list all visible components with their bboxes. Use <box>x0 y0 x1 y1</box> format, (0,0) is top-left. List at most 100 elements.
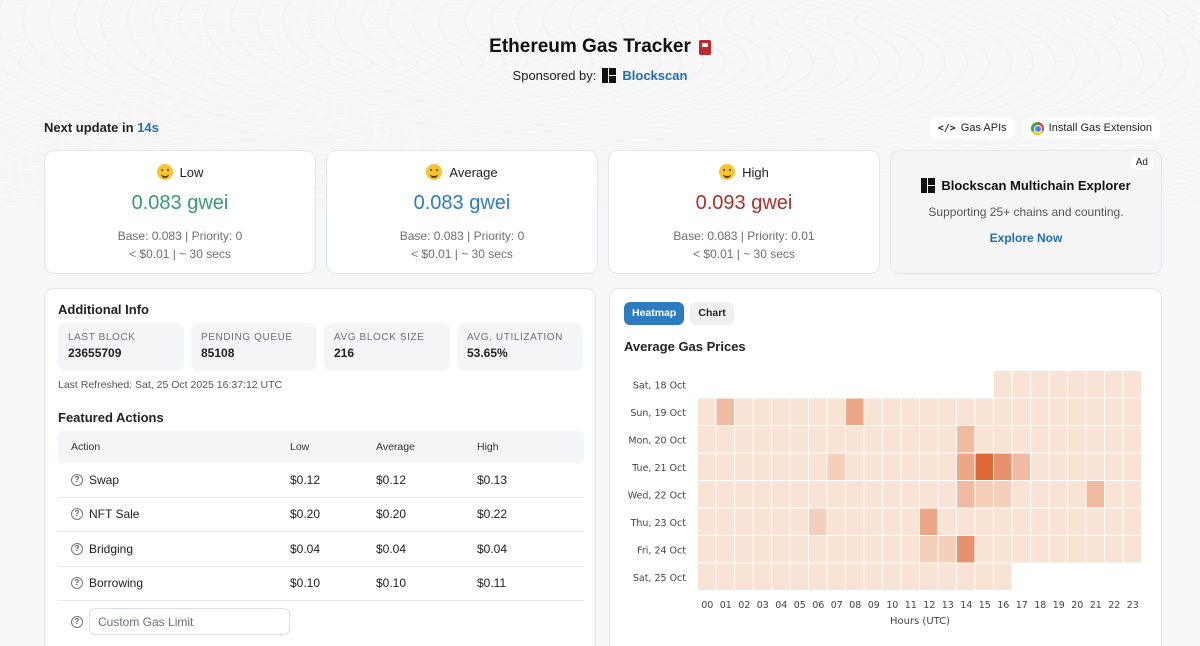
heatmap-cell[interactable] <box>827 563 846 591</box>
heatmap-cell[interactable] <box>1123 481 1142 508</box>
heatmap-cell[interactable] <box>1031 398 1049 426</box>
heatmap-cell[interactable] <box>1031 371 1049 398</box>
heatmap-cell[interactable] <box>920 508 938 536</box>
heatmap-cell[interactable] <box>938 481 957 508</box>
heatmap-cell[interactable] <box>735 508 753 536</box>
heatmap-cell[interactable] <box>1049 426 1068 453</box>
heatmap-cell[interactable] <box>827 536 846 563</box>
heatmap-cell[interactable] <box>938 508 957 536</box>
heatmap-cell[interactable] <box>883 563 901 591</box>
heatmap-cell[interactable] <box>772 508 790 536</box>
heatmap-cell[interactable] <box>864 508 883 536</box>
heatmap-cell[interactable] <box>1123 398 1142 426</box>
heatmap-cell[interactable] <box>772 481 790 508</box>
custom-gas-limit-input[interactable] <box>89 608 290 635</box>
heatmap-cell[interactable] <box>1068 508 1086 536</box>
heatmap-cell[interactable] <box>1086 453 1105 481</box>
heatmap-cell[interactable] <box>1105 426 1123 453</box>
heatmap-cell[interactable] <box>716 426 735 453</box>
heatmap-cell[interactable] <box>1012 481 1031 508</box>
heatmap-cell[interactable] <box>883 426 901 453</box>
heatmap-cell[interactable] <box>1012 508 1031 536</box>
heatmap-cell[interactable] <box>698 426 716 453</box>
heatmap-cell[interactable] <box>772 453 790 481</box>
heatmap-cell[interactable] <box>938 563 957 591</box>
heatmap-cell[interactable] <box>1086 536 1105 563</box>
heatmap-cell[interactable] <box>994 398 1012 426</box>
heatmap-cell[interactable] <box>1105 536 1123 563</box>
heatmap-cell[interactable] <box>716 481 735 508</box>
heatmap-cell[interactable] <box>994 563 1012 591</box>
heatmap-cell[interactable] <box>957 563 975 591</box>
heatmap-cell[interactable] <box>827 398 846 426</box>
help-circle-icon[interactable]: ? <box>71 508 83 521</box>
heatmap-cell[interactable] <box>920 563 938 591</box>
tab-chart[interactable]: Chart <box>690 302 734 325</box>
heatmap-cell[interactable] <box>1086 508 1105 536</box>
heatmap-cell[interactable] <box>827 481 846 508</box>
heatmap-cell[interactable] <box>864 563 883 591</box>
heatmap-cell[interactable] <box>716 536 735 563</box>
heatmap-cell[interactable] <box>901 426 920 453</box>
heatmap-cell[interactable] <box>1012 371 1031 398</box>
install-extension-link[interactable]: Install Gas Extension <box>1022 117 1160 139</box>
heatmap-cell[interactable] <box>790 453 809 481</box>
heatmap-cell[interactable] <box>901 508 920 536</box>
heatmap-cell[interactable] <box>1068 453 1086 481</box>
heatmap-cell[interactable] <box>938 536 957 563</box>
heatmap-cell[interactable] <box>1105 398 1123 426</box>
heatmap-cell[interactable] <box>957 398 975 426</box>
heatmap-cell[interactable] <box>957 536 975 563</box>
heatmap-cell[interactable] <box>920 453 938 481</box>
heatmap-cell[interactable] <box>1123 426 1142 453</box>
heatmap-cell[interactable] <box>735 563 753 591</box>
heatmap-cell[interactable] <box>809 453 827 481</box>
heatmap-cell[interactable] <box>1123 536 1142 563</box>
heatmap-cell[interactable] <box>883 453 901 481</box>
heatmap-cell[interactable] <box>1086 426 1105 453</box>
heatmap-cell[interactable] <box>698 398 716 426</box>
heatmap-cell[interactable] <box>883 481 901 508</box>
heatmap-cell[interactable] <box>716 453 735 481</box>
heatmap-cell[interactable] <box>975 453 994 481</box>
heatmap-cell[interactable] <box>1012 453 1031 481</box>
heatmap-cell[interactable] <box>1068 426 1086 453</box>
heatmap-cell[interactable] <box>1123 371 1142 398</box>
heatmap-cell[interactable] <box>1123 453 1142 481</box>
heatmap-cell[interactable] <box>716 398 735 426</box>
heatmap-cell[interactable] <box>994 371 1012 398</box>
heatmap-cell[interactable] <box>957 481 975 508</box>
heatmap-cell[interactable] <box>846 508 864 536</box>
heatmap-cell[interactable] <box>753 453 772 481</box>
explore-now-link[interactable]: Explore Now <box>989 231 1063 245</box>
heatmap-cell[interactable] <box>1049 371 1068 398</box>
heatmap-cell[interactable] <box>846 481 864 508</box>
heatmap-cell[interactable] <box>809 398 827 426</box>
heatmap-cell[interactable] <box>698 453 716 481</box>
heatmap-cell[interactable] <box>1031 453 1049 481</box>
heatmap-cell[interactable] <box>938 426 957 453</box>
heatmap-cell[interactable] <box>735 481 753 508</box>
heatmap-cell[interactable] <box>772 426 790 453</box>
heatmap-cell[interactable] <box>864 453 883 481</box>
help-circle-icon[interactable]: ? <box>71 615 83 628</box>
heatmap-cell[interactable] <box>1068 371 1086 398</box>
heatmap-cell[interactable] <box>975 563 994 591</box>
heatmap-cell[interactable] <box>994 481 1012 508</box>
heatmap-cell[interactable] <box>1049 453 1068 481</box>
heatmap-cell[interactable] <box>698 481 716 508</box>
heatmap-cell[interactable] <box>901 481 920 508</box>
heatmap-cell[interactable] <box>753 536 772 563</box>
heatmap-cell[interactable] <box>975 481 994 508</box>
heatmap-cell[interactable] <box>957 426 975 453</box>
heatmap-cell[interactable] <box>975 508 994 536</box>
sponsor-link[interactable]: Blockscan <box>622 68 688 83</box>
heatmap-cell[interactable] <box>1031 426 1049 453</box>
heatmap-cell[interactable] <box>735 536 753 563</box>
heatmap-cell[interactable] <box>753 481 772 508</box>
heatmap-cell[interactable] <box>809 536 827 563</box>
heatmap-cell[interactable] <box>901 563 920 591</box>
heatmap-cell[interactable] <box>698 536 716 563</box>
heatmap-cell[interactable] <box>772 398 790 426</box>
heatmap-cell[interactable] <box>1105 481 1123 508</box>
